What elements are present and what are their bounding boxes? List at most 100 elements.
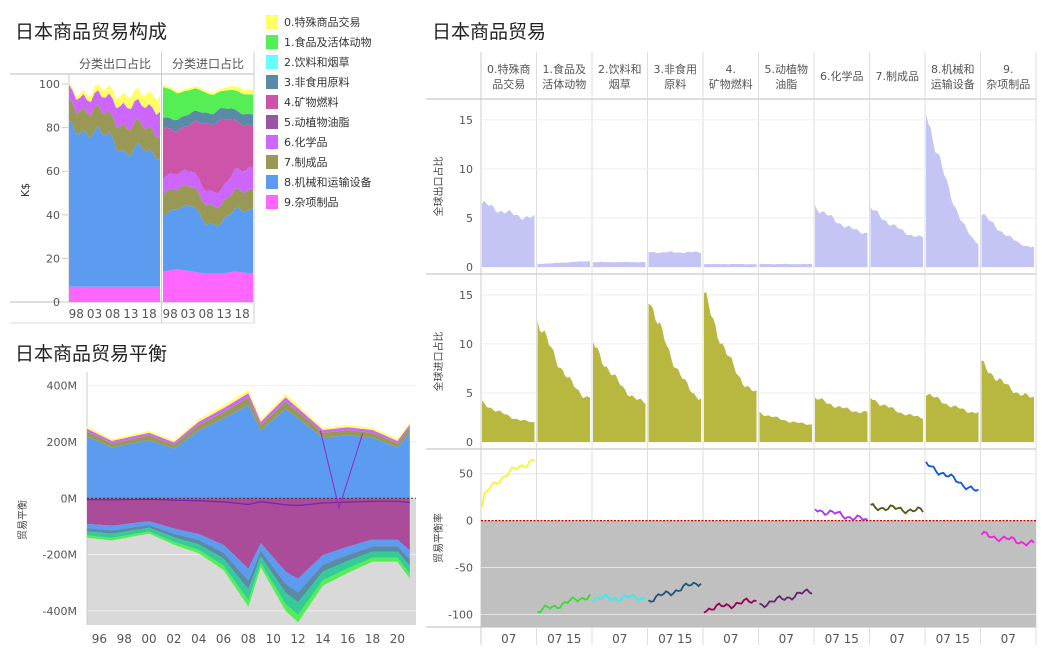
column-header-text: 7.制成品 <box>876 70 920 83</box>
row-label: 全球进口占比 <box>432 332 445 392</box>
legend-label: 2.饮料和烟草 <box>284 56 350 69</box>
x-tick-label: 13 <box>123 307 138 321</box>
legend-item: 5.动植物油脂 <box>266 112 372 132</box>
export-share-area <box>870 206 923 267</box>
column-header-text: 运输设备 <box>931 77 975 91</box>
legend-swatch <box>266 195 278 209</box>
x-tick-label: 07 <box>501 632 516 646</box>
legend-item: 0.特殊商品交易 <box>266 12 372 32</box>
y-tick-label: -100 <box>448 608 473 621</box>
legend-item: 6.化学品 <box>266 132 372 152</box>
legend-swatch <box>266 175 278 189</box>
composition-title: 日本商品贸易构成 <box>15 21 168 43</box>
x-tick-label: 08 <box>241 632 256 646</box>
legend-item: 1.食品及活体动物 <box>266 32 372 52</box>
x-tick-label: 98 <box>117 632 132 646</box>
trade-title: 日本商品贸易 <box>432 21 547 43</box>
x-tick-label: 12 <box>290 632 305 646</box>
column-header-text: 6.化学品 <box>820 69 864 83</box>
export-share-area <box>704 263 757 267</box>
column-header-text: 1.食品及 <box>543 62 587 76</box>
export-share-area <box>815 205 868 267</box>
x-tick-label: 07 <box>612 632 627 646</box>
legend-label: 5.动植物油脂 <box>284 116 350 129</box>
x-tick-label: 07 <box>890 632 905 646</box>
column-header-text: 杂项制品 <box>986 78 1030 91</box>
y-tick-label: -200M <box>43 549 77 562</box>
x-tick-label: 96 <box>92 632 107 646</box>
import-share-area <box>537 320 590 442</box>
import-share-area <box>593 342 646 442</box>
export-share-area <box>593 261 646 267</box>
legend-swatch <box>266 155 278 169</box>
legend-label: 9.杂项制品 <box>284 196 339 209</box>
y-tick-label: 40 <box>46 209 60 222</box>
legend-label: 8.机械和运输设备 <box>284 176 372 189</box>
deficit-background <box>481 520 1036 627</box>
legend-swatch <box>266 75 278 89</box>
x-tick-label: 20 <box>390 632 405 646</box>
balance-line <box>86 498 410 507</box>
legend-item: 2.饮料和烟草 <box>266 52 372 72</box>
export-share-area <box>981 213 1034 267</box>
composition-area <box>163 87 253 121</box>
column-header: 4.矿物燃料 <box>709 63 753 91</box>
balance-rate-line <box>481 458 535 507</box>
legend-swatch <box>266 15 278 29</box>
import-share-area <box>704 292 757 442</box>
legend-label: 7.制成品 <box>284 156 328 169</box>
x-tick-label: 07 15 <box>825 632 859 646</box>
export-share-area <box>482 200 535 267</box>
legend-label: 1.食品及活体动物 <box>284 36 372 49</box>
row-label: 贸易平衡率 <box>432 513 445 563</box>
import-band <box>87 527 410 615</box>
import-share-area <box>870 397 923 442</box>
y-tick-label: 80 <box>46 122 60 135</box>
import-share-area <box>815 397 868 442</box>
x-tick-label: 98 <box>69 307 84 321</box>
legend-item: 4.矿物燃料 <box>266 92 372 112</box>
x-tick-label: 06 <box>216 632 231 646</box>
y-tick-label: 0 <box>53 296 60 309</box>
column-header: 7.制成品 <box>876 70 920 83</box>
y-tick-label: 0 <box>466 515 473 528</box>
export-share-area <box>537 261 590 267</box>
x-tick-label: 03 <box>87 307 102 321</box>
x-tick-label: 16 <box>340 632 355 646</box>
x-tick-label: 18 <box>141 307 156 321</box>
y-tick-label: 5 <box>466 387 473 400</box>
balance-rate-line <box>592 593 646 603</box>
column-header-text: 3.非食用 <box>654 62 698 76</box>
import-share-area <box>926 394 979 442</box>
x-tick-label: 07 15 <box>547 632 581 646</box>
import-band <box>87 498 410 579</box>
column-header-text: 9. <box>1003 63 1014 76</box>
column-header-text: 8.机械和 <box>931 62 975 76</box>
export-share-area <box>759 263 812 267</box>
column-header: 5.动植物油脂 <box>765 62 809 91</box>
legend-label: 0.特殊商品交易 <box>284 16 361 29</box>
x-tick-label: 18 <box>235 307 250 321</box>
y-tick-label: 10 <box>459 163 473 176</box>
legend-label: 6.化学品 <box>284 136 328 149</box>
x-tick-label: 07 <box>723 632 738 646</box>
legend-swatch <box>266 115 278 129</box>
composition-area <box>163 107 253 132</box>
import-band <box>87 525 410 603</box>
y-tick-label: 0 <box>466 436 473 449</box>
x-tick-label: 02 <box>166 632 181 646</box>
y-tick-label: 5 <box>466 212 473 225</box>
legend-swatch <box>266 95 278 109</box>
composition-area <box>163 269 253 302</box>
legend-label: 4.矿物燃料 <box>284 96 339 109</box>
balance-title: 日本商品贸易平衡 <box>15 343 168 365</box>
x-tick-label: 04 <box>191 632 206 646</box>
legend-item: 9.杂项制品 <box>266 192 372 212</box>
composition-area <box>69 82 160 115</box>
column-header: 分类进口占比 <box>172 56 244 71</box>
column-header-text: 矿物燃料 <box>709 77 753 91</box>
y-tick-label: 50 <box>459 468 473 481</box>
column-header-text: 活体动物 <box>542 77 586 91</box>
